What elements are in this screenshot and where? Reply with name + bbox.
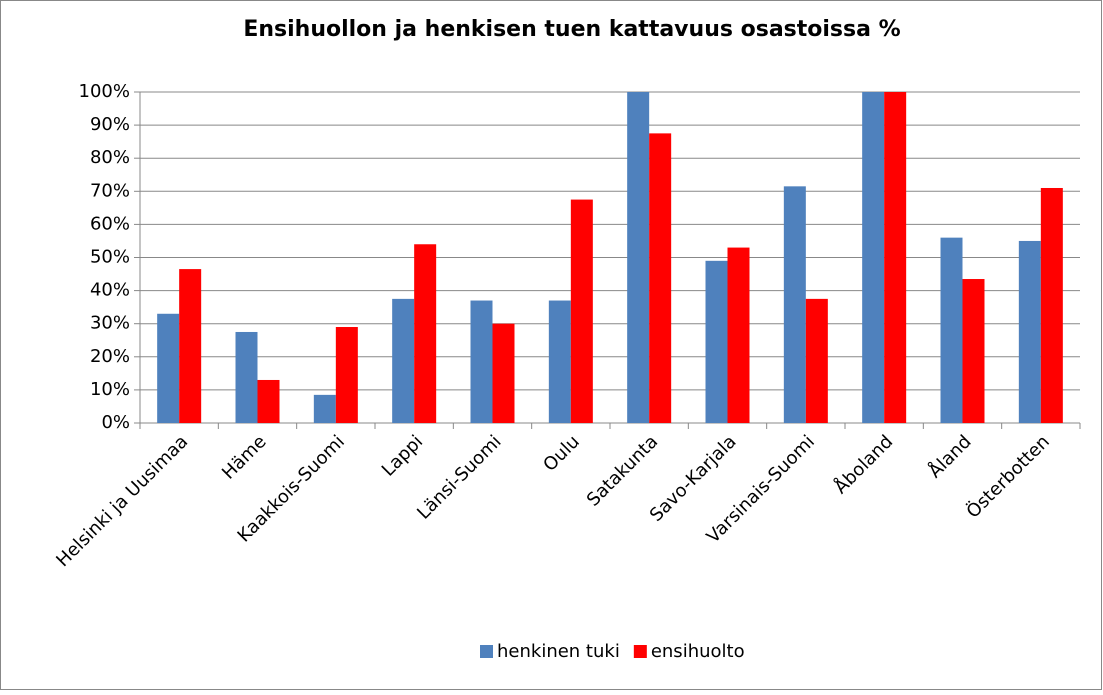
y-tick-label: 60%	[90, 213, 130, 234]
bar	[727, 247, 750, 423]
bar	[1040, 187, 1063, 423]
y-tick-label: 50%	[90, 247, 130, 268]
y-tick-label: 10%	[90, 379, 130, 400]
legend-label: henkinen tuki	[497, 641, 620, 662]
legend-label: ensihuolto	[651, 641, 745, 662]
bar	[414, 244, 437, 423]
chart-title: Ensihuollon ja henkisen tuen kattavuus o…	[243, 17, 900, 42]
bar	[805, 298, 828, 423]
bar	[884, 92, 907, 423]
y-tick-label: 80%	[90, 147, 130, 168]
bar	[392, 298, 415, 423]
y-tick-label: 30%	[90, 313, 130, 334]
legend-swatch	[633, 645, 647, 658]
y-tick-label: 70%	[90, 180, 130, 201]
bar	[649, 133, 672, 423]
legend-swatch	[480, 645, 493, 658]
bar	[257, 379, 280, 423]
bar	[157, 313, 180, 423]
bar	[783, 186, 806, 423]
bar	[570, 199, 593, 423]
bar	[313, 394, 336, 423]
bar	[862, 92, 885, 423]
bar	[627, 92, 650, 423]
y-tick-label: 100%	[79, 81, 130, 102]
y-tick-label: 0%	[101, 412, 130, 433]
bar	[940, 237, 963, 423]
bar	[179, 269, 202, 423]
bar	[335, 327, 358, 423]
bar	[470, 300, 493, 423]
y-tick-label: 20%	[90, 346, 130, 367]
bar	[235, 331, 258, 423]
y-tick-label: 90%	[90, 114, 130, 135]
bar	[492, 323, 515, 423]
bar	[705, 260, 728, 423]
bar	[1018, 240, 1041, 423]
bar	[548, 300, 571, 423]
bar	[962, 279, 985, 423]
y-tick-label: 40%	[90, 280, 130, 301]
